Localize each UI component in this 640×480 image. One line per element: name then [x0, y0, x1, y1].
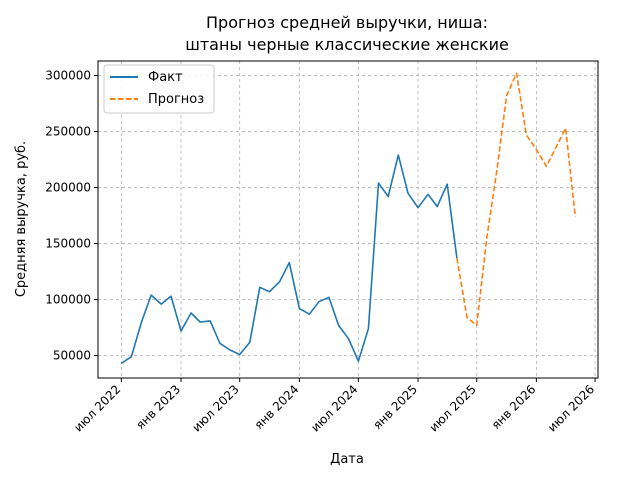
grid — [98, 61, 598, 378]
series-line-fact — [120, 154, 458, 365]
x-axis-label: Дата — [330, 452, 364, 467]
plot-frame — [97, 60, 599, 379]
y-tick-label: 300000 — [45, 69, 91, 83]
y-tick-label: 50000 — [53, 349, 91, 363]
y-axis: 50000 100000 150000 200000 250000 300000 — [45, 69, 98, 363]
y-tick-label: 150000 — [45, 237, 91, 251]
y-tick-label: 100000 — [45, 293, 91, 307]
legend-label-fact: Факт — [148, 70, 183, 85]
y-axis-label: Средняя выручка, руб. — [14, 141, 29, 297]
y-tick-label: 200000 — [45, 181, 91, 195]
series-layer — [120, 72, 577, 365]
chart-title-line-1: Прогноз средней выручки, ниша: — [206, 13, 488, 32]
chart-title-line-2: штаны черные классические женские — [185, 35, 509, 54]
legend: Факт Прогноз — [103, 64, 215, 114]
legend-label-forecast: Прогноз — [148, 92, 204, 107]
series-line-forecast — [456, 72, 577, 327]
y-tick-label: 250000 — [45, 125, 91, 139]
